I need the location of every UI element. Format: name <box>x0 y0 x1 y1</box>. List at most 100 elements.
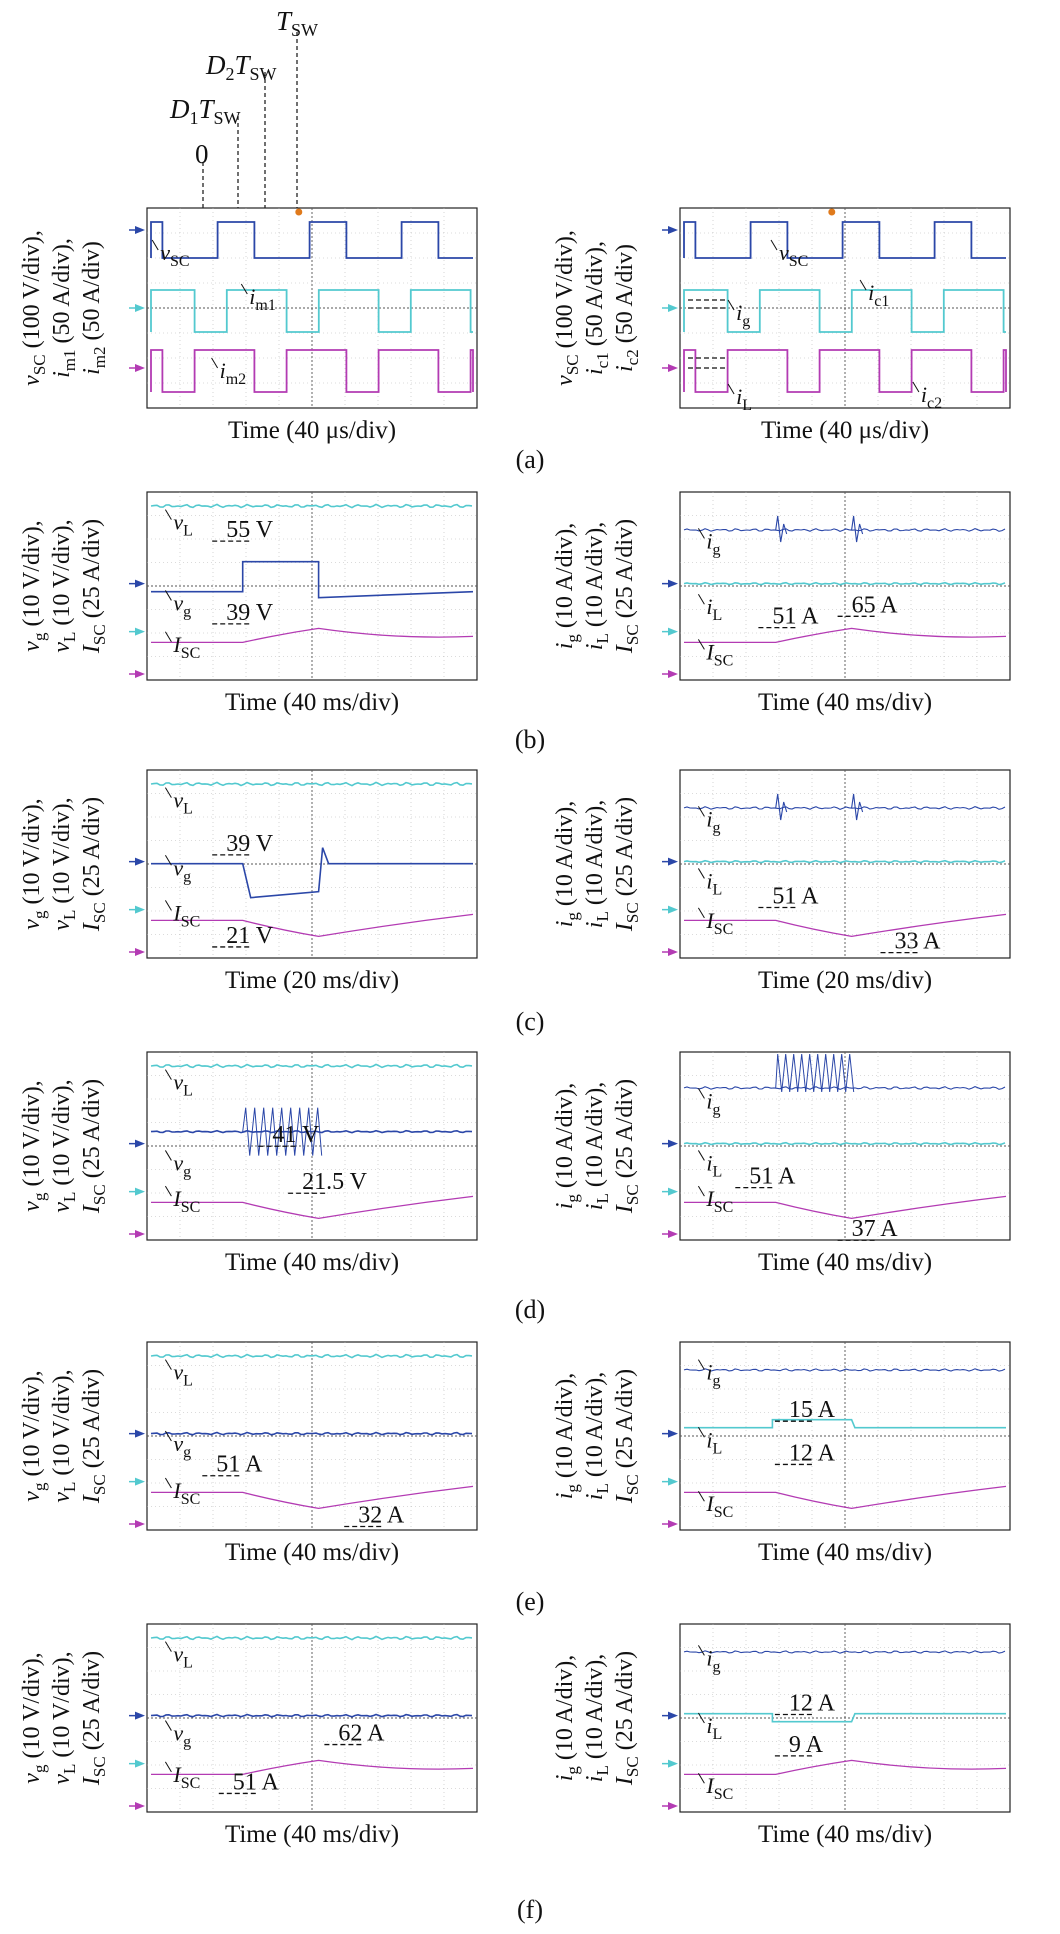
label-leader <box>164 1069 172 1080</box>
ch3-marker <box>668 1802 678 1810</box>
ch3-marker <box>135 670 145 678</box>
scope-panel-a-right: vSC ic1 ig iL ic2 vSC (100 V/div),ic1 (50 A/d… <box>552 207 1011 444</box>
ch3-marker <box>668 364 678 372</box>
subfigure-caption: (c) <box>516 1007 545 1036</box>
trace-label-ISC: ISC <box>705 639 733 669</box>
trace-label-vSC: vSC <box>779 240 808 270</box>
timing-markers: TSW D2TSW D1TSW 0 <box>169 6 318 212</box>
ch3-marker <box>668 948 678 956</box>
isc-trace <box>684 913 1007 938</box>
y-axis-title: vg (10 V/div),vL (10 V/div),ISC (25 A/di… <box>19 1079 109 1214</box>
label-leader <box>164 509 172 520</box>
trace-label-iL: iL <box>706 594 722 624</box>
ch3-marker <box>135 1230 145 1238</box>
trace-label-im2: im2 <box>220 358 247 388</box>
ch2-marker <box>135 1759 145 1768</box>
y-axis-line: ISC (25 A/div) <box>79 797 109 932</box>
trace-label-iL: iL <box>706 1427 722 1457</box>
label-leader <box>697 1427 705 1438</box>
ch2-marker <box>135 905 145 914</box>
transient-1 <box>775 515 788 543</box>
ch1-marker <box>135 1429 145 1438</box>
ch2-marker <box>668 627 678 636</box>
y-axis-line: iL (10 A/div), <box>582 522 612 650</box>
scope-panel-c-left: vL vg ISC 39 V 21 V vg (10 V/div),vL (10 V/di… <box>19 769 478 994</box>
middle-trace <box>683 1141 1006 1146</box>
time-axis-label: Time (40 ms/div) <box>225 689 399 716</box>
trace-label-vg: vg <box>173 590 191 620</box>
label-leader <box>697 1712 705 1724</box>
traces <box>683 515 1007 644</box>
y-axis-line: vL (10 V/div), <box>49 1079 79 1212</box>
y-axis-line: vg (10 V/div), <box>19 520 49 651</box>
ch3-marker <box>135 1802 145 1810</box>
label-leader <box>697 1645 705 1656</box>
y-axis-title: ig (10 A/div),iL (10 A/div),ISC (25 A/di… <box>552 1079 642 1214</box>
scope-panel-a-left: vSC im1 im2 vSC (100 V/div),im1 (50 A/div),… <box>19 207 478 444</box>
ch2-marker <box>668 1759 678 1768</box>
trace-label-ISC: ISC <box>172 1186 200 1216</box>
y-axis-line: vL (10 V/div), <box>49 1369 79 1502</box>
label-leader <box>697 1490 705 1502</box>
transient-2 <box>851 515 864 543</box>
y-axis-line: ic2 (50 A/div) <box>612 244 642 372</box>
i2-trace <box>150 349 474 393</box>
trace-label-ic2: ic2 <box>921 382 942 412</box>
trace-label-ISC: ISC <box>172 900 200 930</box>
annotation-value: 39 V <box>226 831 274 857</box>
traces <box>150 221 474 393</box>
scope-panel-d-left: vL vg ISC 41 V 21.5 V vg (10 V/div),vL (10 V/… <box>19 1051 478 1276</box>
middle-trace <box>150 1129 473 1134</box>
label-leader <box>164 631 172 643</box>
y-axis-line: iL (10 A/div), <box>582 800 612 928</box>
y-axis-line: ISC (25 A/div) <box>612 1079 642 1214</box>
y-axis-line: ISC (25 A/div) <box>79 1079 109 1214</box>
label-leader <box>151 239 159 251</box>
trace-label-ig: ig <box>706 806 720 836</box>
y-axis-line: ig (10 A/div), <box>552 523 582 650</box>
y-axis-line: ig (10 A/div), <box>552 801 582 928</box>
trace-label-vg: vg <box>173 1721 191 1751</box>
y-axis-line: vg (10 V/div), <box>19 1370 49 1501</box>
ch2-marker <box>135 1477 145 1486</box>
label-leader <box>164 590 172 601</box>
scope-grid <box>680 1052 1010 1240</box>
annotation-value: 51 A <box>216 1452 263 1478</box>
ch1-marker <box>668 857 678 866</box>
ch3-marker <box>668 1520 678 1528</box>
upper-trace <box>150 503 473 509</box>
isc-trace <box>684 1195 1007 1220</box>
annotation-value: 37 A <box>852 1216 899 1242</box>
annotation-value: 21.5 V <box>302 1169 368 1195</box>
y-axis-line: vg (10 V/div), <box>19 1080 49 1211</box>
label-leader <box>727 383 735 395</box>
label-leader <box>697 1359 705 1370</box>
y-axis-title: ig (10 A/div),iL (10 A/div),ISC (25 A/di… <box>552 1369 642 1504</box>
label-leader <box>697 528 705 539</box>
annotation-value: 41 V <box>272 1122 320 1148</box>
ch2-marker <box>135 627 145 636</box>
annotation-value: 51 A <box>749 1164 796 1190</box>
label-leader <box>770 239 778 251</box>
label-leader <box>697 639 705 650</box>
vsc-trace <box>150 221 473 259</box>
scope-panel-f-right: ig iL ISC 12 A 9 A ig (10 A/div),iL (10 A/div… <box>552 1623 1011 1848</box>
middle-trace <box>684 1418 1006 1429</box>
annotation-value: 9 A <box>789 1732 824 1758</box>
label-leader <box>912 381 920 393</box>
trace-label-vL: vL <box>173 1360 193 1390</box>
isc-trace <box>151 1195 474 1220</box>
y-axis-line: im1 (50 A/div), <box>49 238 79 378</box>
annotation-value: 12 A <box>789 1440 836 1466</box>
y-axis-line: im2 (50 A/div) <box>79 241 109 375</box>
scope-panel-b-right: ig iL ISC 51 A 65 A ig (10 A/div),iL (10 A/di… <box>552 491 1011 716</box>
trace-label-iL: iL <box>706 1713 722 1743</box>
annotation-value: 51 A <box>772 883 819 909</box>
trigger-marker <box>828 208 836 216</box>
middle-trace <box>150 1431 473 1436</box>
y-axis-title: vg (10 V/div),vL (10 V/div),ISC (25 A/di… <box>19 797 109 932</box>
subfigure-caption: (b) <box>515 725 545 754</box>
middle-trace <box>151 560 474 599</box>
upper-trace <box>150 1353 473 1359</box>
y-axis-line: vSC (100 V/div), <box>552 230 582 386</box>
